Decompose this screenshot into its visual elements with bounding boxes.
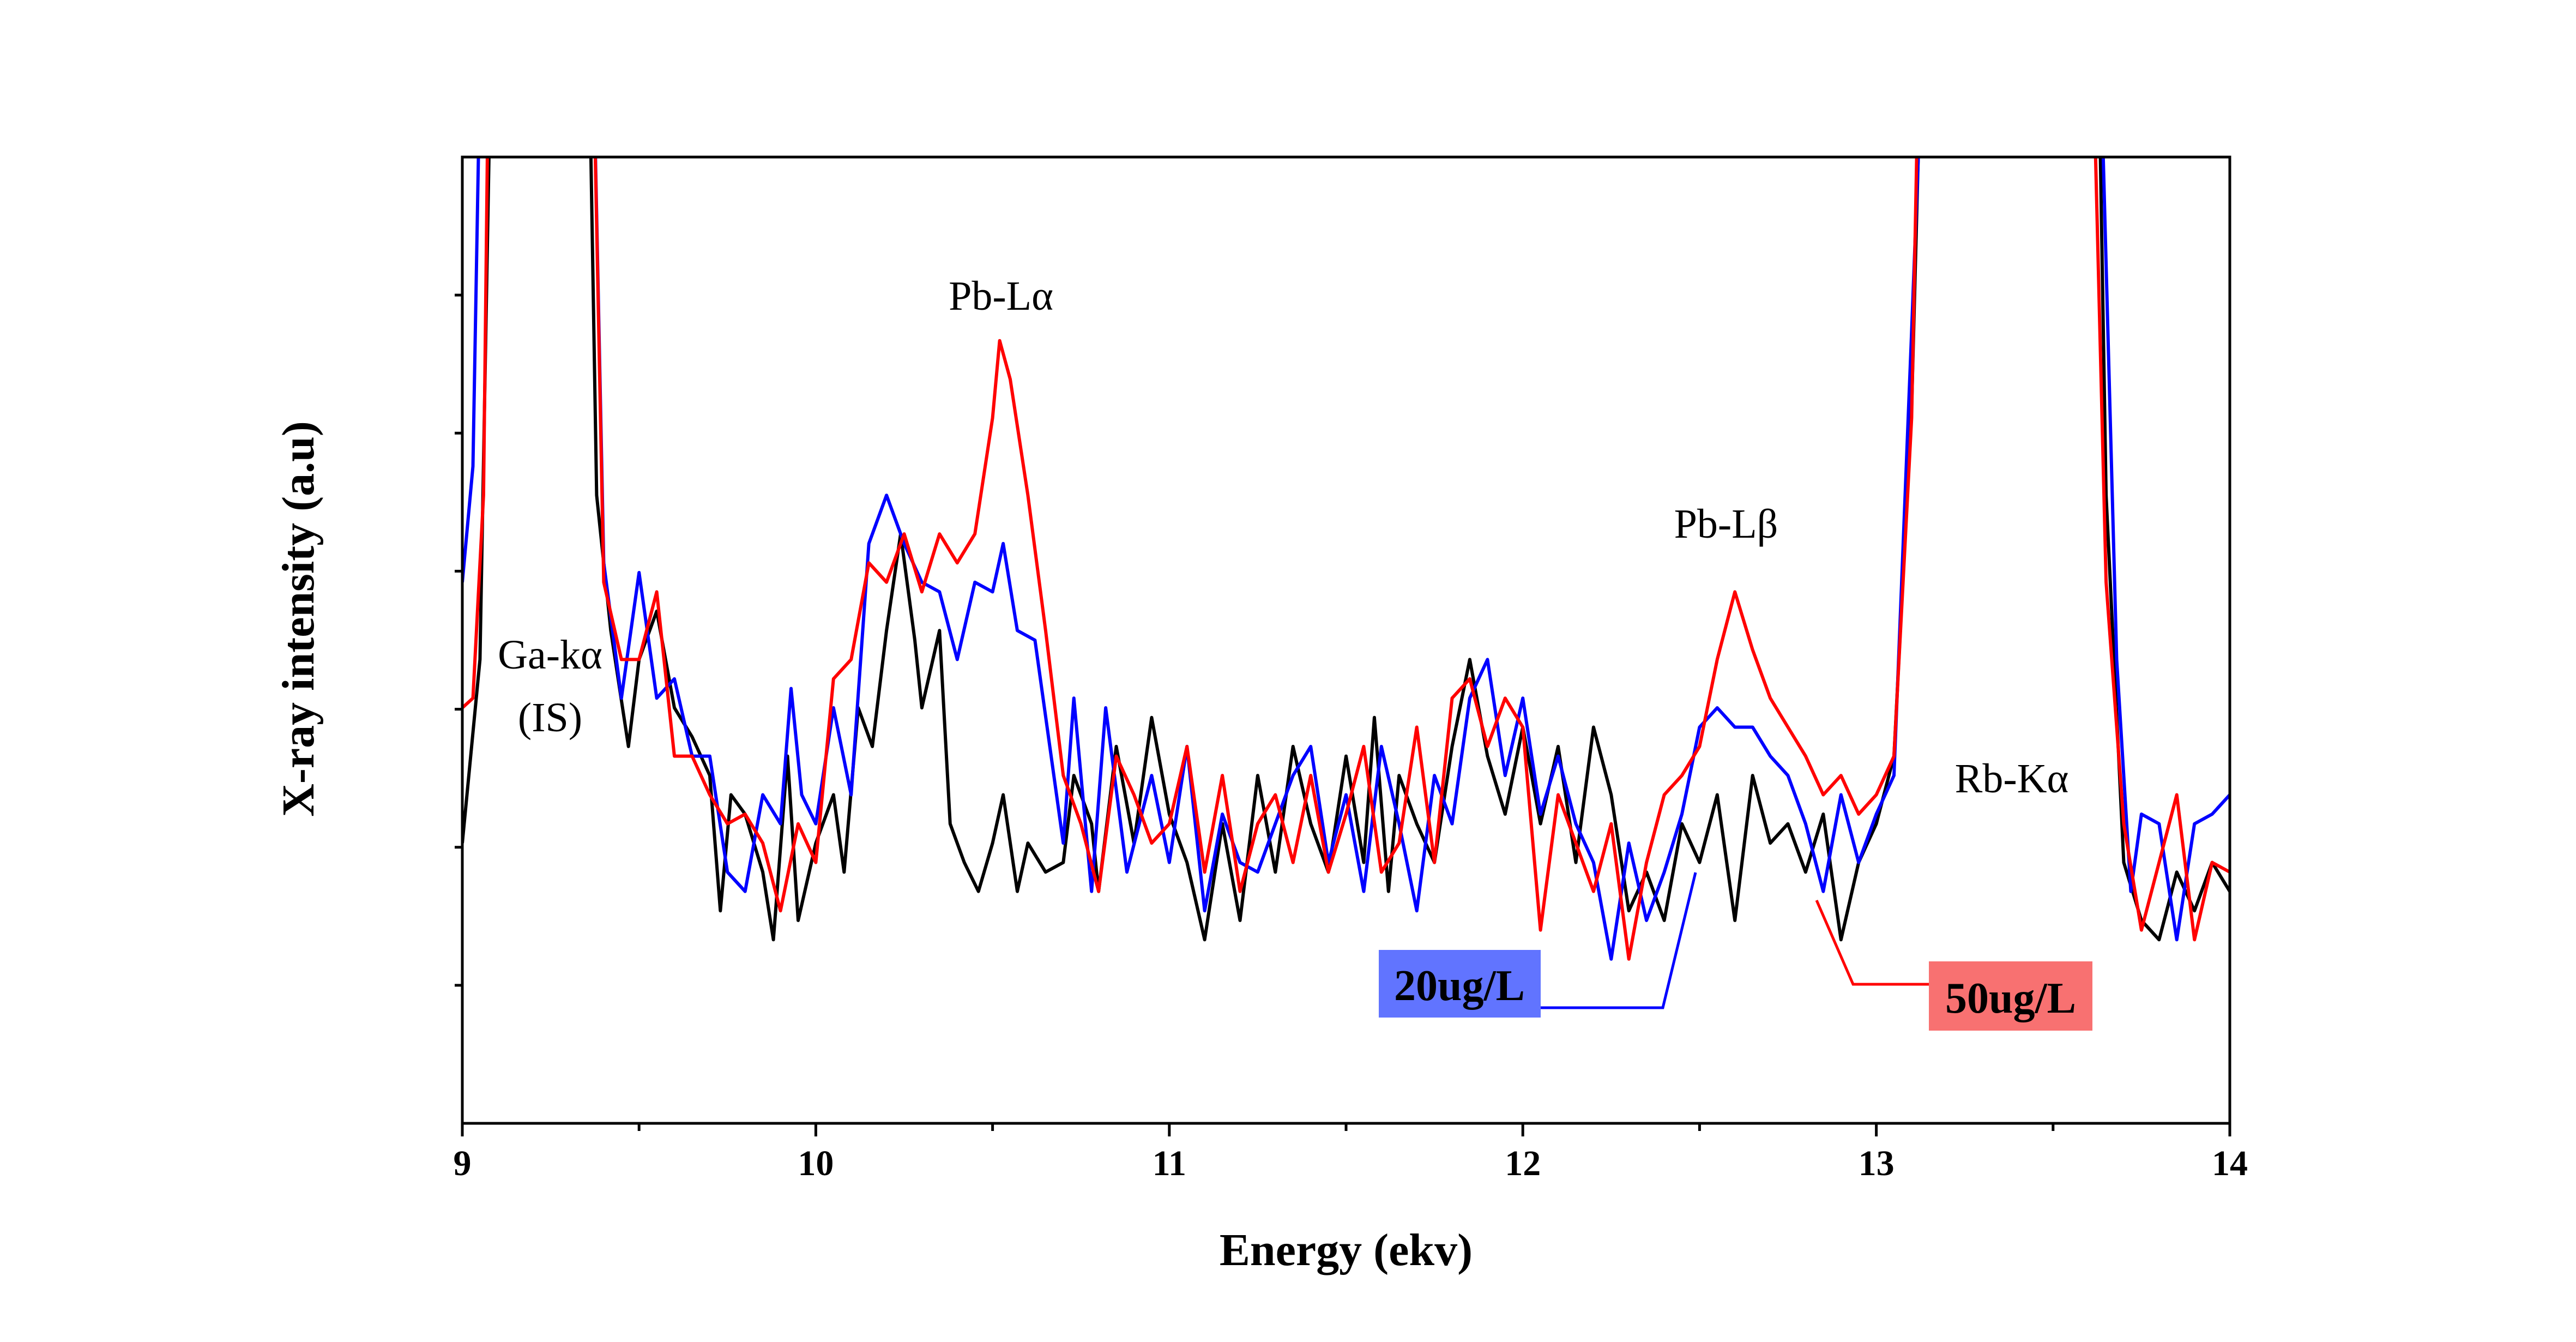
ticks-layer: 9 10 11 12 13 14 bbox=[454, 293, 2248, 1183]
x-axis-title: Energy (ekv) bbox=[1220, 1225, 1473, 1275]
y-axis-title: X-ray intensity (a.u) bbox=[273, 421, 324, 817]
connector-20ugl bbox=[1541, 872, 1697, 1009]
x-tick-label: 9 bbox=[454, 1144, 472, 1183]
x-tick-label: 13 bbox=[1859, 1144, 1895, 1183]
series-red-line bbox=[462, 157, 2230, 961]
series-blue-line bbox=[462, 157, 2230, 961]
label-50ugl: 50ug/L bbox=[1945, 974, 2076, 1022]
x-tick-label: 10 bbox=[798, 1144, 834, 1183]
label-box-20ugl bbox=[1379, 950, 1541, 1018]
series-black-line bbox=[462, 157, 2230, 942]
annotation-pb-lb: Pb-Lβ bbox=[1674, 501, 1778, 547]
annotation-ga-ka: Ga-kα bbox=[498, 632, 602, 678]
annotation-rb-ka: Rb-Kα bbox=[1955, 756, 2069, 802]
x-tick-label: 11 bbox=[1153, 1144, 1186, 1183]
label-20ugl: 20ug/L bbox=[1394, 962, 1525, 1010]
x-tick-label: 12 bbox=[1505, 1144, 1541, 1183]
annotation-pb-la: Pb-Lα bbox=[949, 273, 1053, 319]
x-tick-label: 14 bbox=[2212, 1144, 2248, 1183]
series-layer bbox=[462, 157, 2230, 961]
label-box-50ugl bbox=[1929, 961, 2092, 1031]
connector-50ugl bbox=[1815, 900, 1929, 986]
annotation-is: (IS) bbox=[518, 695, 582, 741]
